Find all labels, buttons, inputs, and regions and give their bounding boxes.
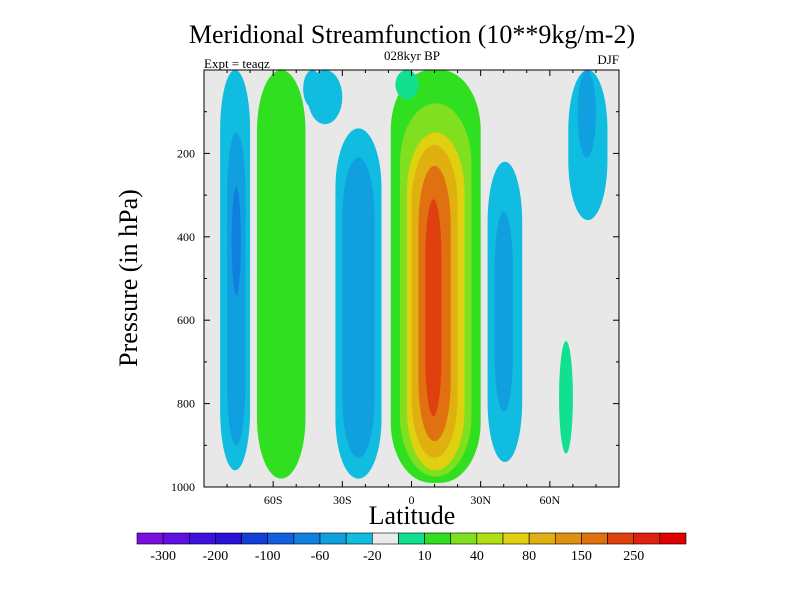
plot-area (203, 69, 620, 488)
colorbar-swatch (162, 532, 190, 545)
colorbar-label: 10 (418, 549, 432, 564)
y-tick-label: 400 (177, 230, 195, 244)
colorbar-swatch (188, 532, 216, 545)
colorbar-label: 250 (623, 549, 644, 564)
colorbar-swatch (633, 532, 661, 545)
chart-title: Meridional Streamfunction (10**9kg/m-2) (189, 20, 635, 49)
colorbar-swatch (607, 532, 635, 545)
colorbar-swatch (450, 532, 478, 545)
x-axis-label: Latitude (369, 501, 456, 530)
cell-ss-inner-blue (231, 186, 241, 296)
colorbar-label: 40 (470, 549, 484, 564)
y-tick-label: 200 (177, 146, 195, 160)
colorbar-label: 80 (522, 549, 536, 564)
subtitle-center: 028kyr BP (384, 48, 440, 63)
colorbar-label: -60 (311, 549, 330, 564)
colorbar-swatch (398, 532, 425, 545)
cell-southern-blue-inner (342, 157, 375, 458)
colorbar-label: -300 (150, 549, 176, 564)
y-tick-label: 1000 (171, 480, 195, 494)
cell-top-green (395, 70, 419, 100)
y-tick-label: 800 (177, 397, 195, 411)
colorbar-swatch (215, 532, 242, 545)
x-tick-label: 60N (539, 493, 560, 507)
x-tick-label: 30S (333, 493, 352, 507)
x-tick-label: 30N (470, 493, 491, 507)
y-tick-label: 600 (177, 313, 195, 327)
colorbar-swatch (319, 532, 347, 545)
colorbar-swatch (554, 532, 582, 545)
colorbar-swatch (345, 532, 373, 545)
colorbar-swatch (502, 532, 530, 545)
subtitle-right: DJF (597, 52, 619, 67)
cell-north-blue-inner (494, 211, 513, 412)
y-ticks: 200 400 600 800 1000 (171, 111, 619, 494)
colorbar-swatch (371, 532, 399, 545)
colorbar-label: -200 (203, 549, 229, 564)
colorbar-swatch (293, 532, 321, 545)
cell-hadley-red (425, 199, 442, 417)
cell-south-green-band (257, 70, 306, 479)
x-ticks: 60S 30S 0 30N 60N (226, 70, 597, 507)
colorbar-swatch (267, 532, 295, 545)
y-axis-label: Pressure (in hPa) (114, 189, 143, 367)
colorbar-label: 150 (571, 549, 592, 564)
colorbar-swatch (581, 532, 608, 545)
colorbar-label: -20 (363, 549, 382, 564)
colorbar-swatch (241, 532, 269, 545)
colorbar-swatch (424, 532, 452, 545)
subtitle-left: Expt = teaqz (204, 56, 270, 71)
cell-north-upper-blue-inner (577, 70, 596, 158)
colorbar: -300 -200 -100 -60 -20 10 40 80 150 250 (136, 532, 687, 564)
colorbar-label: -100 (255, 549, 281, 564)
x-tick-label: 60S (264, 493, 283, 507)
cell-north-green (559, 341, 573, 454)
colorbar-swatch (136, 532, 164, 545)
colorbar-swatch (528, 532, 556, 545)
cell-top-light-blue (303, 70, 322, 108)
x-tick-label: 0 (409, 493, 415, 507)
colorbar-swatch (659, 532, 687, 545)
colorbar-swatch (476, 532, 504, 545)
